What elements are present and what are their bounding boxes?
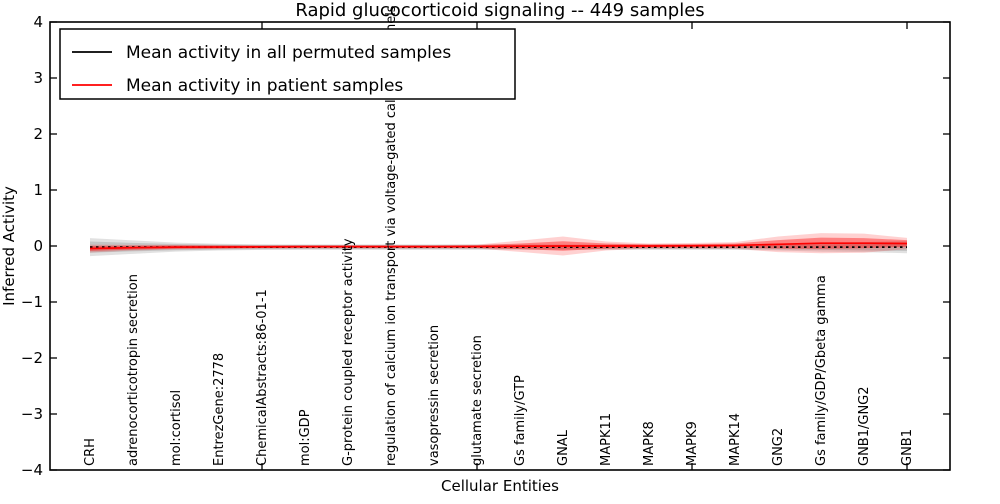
legend-box: [59, 28, 516, 100]
chart-title: Rapid glucocorticoid signaling -- 449 sa…: [295, 0, 704, 21]
y-tick-label: 1: [33, 181, 43, 199]
y-tick-labels: −4 −3 −2 −1 0 1 2 3 4: [21, 13, 43, 479]
x-category-label: mol:GDP: [298, 409, 313, 466]
x-category-label: EntrezGene:2778: [212, 353, 227, 466]
x-category-label: GNB1: [900, 429, 915, 466]
axes-frame: [49, 21, 951, 471]
x-category-label: CRH: [83, 438, 98, 466]
x-category-label: Gs family/GDP/Gbeta gamma: [814, 275, 829, 466]
x-category-label: GNG2: [771, 428, 786, 466]
x-category-label: GNAL: [556, 429, 571, 466]
plot-layers: −4 −3 −2 −1 0 1 2 3 4 CRH adrenocorticotropin secr…: [21, 5, 951, 479]
x-category-label: mol:cortisol: [169, 390, 184, 466]
y-tick-label: −1: [21, 293, 43, 311]
legend: Mean activity in all permuted samples Me…: [59, 28, 516, 100]
x-category-label: G-protein coupled receptor activity: [341, 238, 356, 466]
series-line-1: [89, 242, 908, 250]
x-category-label: ChemicalAbstracts:86-01-1: [255, 289, 270, 466]
x-category-label: MAPK11: [599, 413, 614, 466]
band-patient-spread-outer: [90, 233, 907, 256]
y-tick-label: 3: [33, 69, 43, 87]
y-tick-label: 4: [33, 13, 43, 31]
legend-label-permuted: Mean activity in all permuted samples: [126, 43, 451, 63]
series-layer: [89, 242, 908, 250]
x-category-label: Gs family/GTP: [513, 375, 528, 466]
x-category-label: vasopressin secretion: [427, 325, 442, 466]
y-tick-label: −3: [21, 405, 43, 423]
x-category-label: MAPK14: [728, 413, 743, 466]
x-category-label: GNB1/GNG2: [857, 386, 872, 466]
y-tick-label: 2: [33, 125, 43, 143]
y-tick-label: −2: [21, 349, 43, 367]
y-tick-label: 0: [33, 237, 43, 255]
category-labels: CRH adrenocorticotropin secretion mol:cort…: [83, 5, 915, 466]
legend-label-patient: Mean activity in patient samples: [126, 76, 403, 96]
x-axis-label: Cellular Entities: [441, 477, 559, 495]
y-tick-label: −4: [21, 461, 43, 479]
y-axis-label: Inferred Activity: [0, 186, 18, 306]
x-category-label: adrenocorticotropin secretion: [126, 274, 141, 466]
x-category-label: MAPK8: [642, 421, 657, 466]
x-category-label: glutamate secretion: [470, 335, 485, 466]
x-category-label: regulation of calcium ion transport via …: [384, 5, 399, 466]
x-category-label: MAPK9: [685, 421, 700, 466]
